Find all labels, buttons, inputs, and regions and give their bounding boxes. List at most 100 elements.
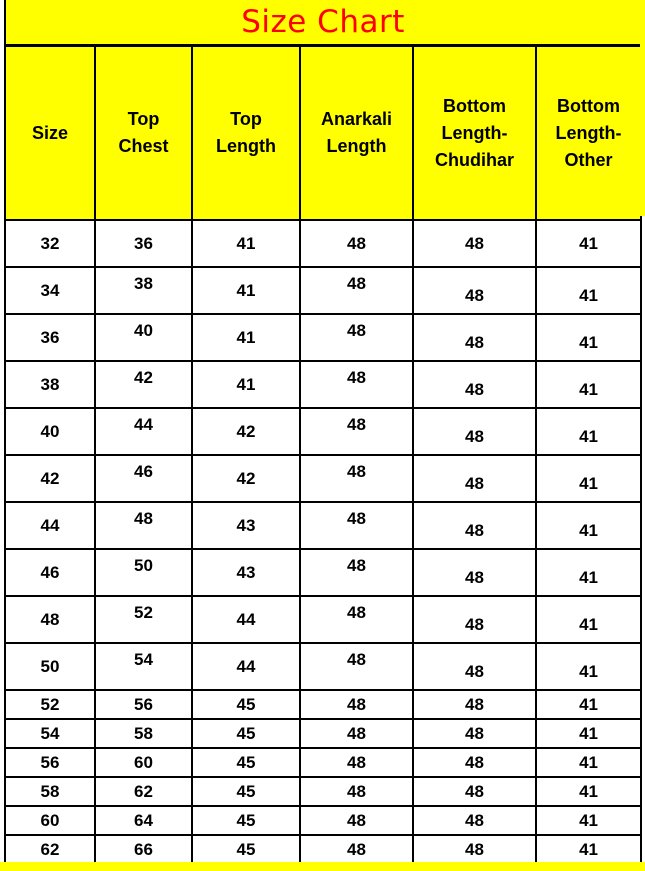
table-cell: 48: [412, 313, 537, 362]
table-row: 52 56 45 48 48 41: [4, 689, 643, 720]
table-cell: 48: [412, 219, 537, 268]
table-cell: 41: [534, 776, 643, 807]
table-cell: 48: [412, 689, 537, 720]
title-row: Size Chart: [3, 0, 643, 47]
column-header-5: Bottom Length-Other: [534, 44, 643, 221]
table-cell: 36: [94, 219, 193, 268]
table-cell: 45: [191, 805, 301, 836]
table-cell: 60: [4, 805, 96, 836]
right-edge-yellow-strip: [640, 0, 645, 216]
table-cell: 48: [299, 747, 414, 778]
table-cell: 48: [299, 501, 414, 550]
table-cell: 48: [412, 360, 537, 409]
table-cell: 41: [191, 219, 301, 268]
table-cell: 48: [299, 313, 414, 362]
table-row: 32 36 41 48 48 41: [4, 219, 643, 268]
table-cell: 45: [191, 776, 301, 807]
size-chart-title: Size Chart: [3, 0, 643, 47]
bottom-edge-yellow-strip: [0, 862, 645, 871]
table-cell: 62: [4, 834, 96, 865]
table-cell: 66: [94, 834, 193, 865]
table-cell: 38: [94, 266, 193, 315]
table-cell: 62: [94, 776, 193, 807]
table-cell: 42: [191, 454, 301, 503]
table-cell: 41: [534, 219, 643, 268]
table-cell: 48: [412, 454, 537, 503]
table-cell: 41: [534, 642, 643, 691]
table-cell: 48: [299, 718, 414, 749]
column-header-2: Top Length: [191, 44, 301, 221]
table-row: 46 50 43 48 48 41: [4, 548, 643, 597]
header-row: Size Top Chest Top Length Anarkali Length Bo…: [4, 44, 643, 221]
table-cell: 48: [299, 360, 414, 409]
table-cell: 48: [412, 718, 537, 749]
table-cell: 34: [4, 266, 96, 315]
table-cell: 52: [94, 595, 193, 644]
table-cell: 48: [412, 407, 537, 456]
table-cell: 48: [299, 689, 414, 720]
table-row: 58 62 45 48 48 41: [4, 776, 643, 807]
table-cell: 48: [299, 407, 414, 456]
table-cell: 44: [4, 501, 96, 550]
table-row: 50 54 44 48 48 41: [4, 642, 643, 691]
table-row: 34 38 41 48 48 41: [4, 266, 643, 315]
column-header-4: Bottom Length-Chudihar: [412, 44, 537, 221]
table-cell: 41: [534, 747, 643, 778]
table-cell: 48: [412, 266, 537, 315]
column-header-1: Top Chest: [94, 44, 193, 221]
table-cell: 48: [412, 776, 537, 807]
table-cell: 48: [94, 501, 193, 550]
table-cell: 56: [4, 747, 96, 778]
table-cell: 48: [299, 642, 414, 691]
table-cell: 48: [412, 805, 537, 836]
table-cell: 56: [94, 689, 193, 720]
table-cell: 41: [534, 834, 643, 865]
table-cell: 42: [191, 407, 301, 456]
table-cell: 48: [412, 747, 537, 778]
table-cell: 58: [4, 776, 96, 807]
table-cell: 48: [299, 595, 414, 644]
column-header-0: Size: [4, 44, 96, 221]
table-cell: 48: [299, 548, 414, 597]
table-row: 36 40 41 48 48 41: [4, 313, 643, 362]
table-cell: 48: [299, 219, 414, 268]
table-cell: 52: [4, 689, 96, 720]
table-cell: 41: [534, 360, 643, 409]
table-cell: 41: [534, 548, 643, 597]
table-cell: 40: [94, 313, 193, 362]
table-cell: 40: [4, 407, 96, 456]
table-cell: 48: [412, 834, 537, 865]
table-cell: 48: [412, 595, 537, 644]
table-row: 60 64 45 48 48 41: [4, 805, 643, 836]
size-table-body: 32 36 41 48 48 41 34 38 41 48 48 41 36 40 41 48 48 41 38 42…: [4, 219, 643, 865]
table-cell: 50: [94, 548, 193, 597]
table-row: 40 44 42 48 48 41: [4, 407, 643, 456]
table-cell: 42: [94, 360, 193, 409]
table-cell: 41: [534, 266, 643, 315]
table-row: 44 48 43 48 48 41: [4, 501, 643, 550]
table-cell: 41: [534, 805, 643, 836]
table-cell: 44: [94, 407, 193, 456]
table-cell: 48: [299, 454, 414, 503]
table-cell: 42: [4, 454, 96, 503]
table-cell: 32: [4, 219, 96, 268]
table-cell: 45: [191, 747, 301, 778]
table-row: 48 52 44 48 48 41: [4, 595, 643, 644]
table-cell: 46: [94, 454, 193, 503]
table-row: 38 42 41 48 48 41: [4, 360, 643, 409]
table-cell: 48: [4, 595, 96, 644]
table-cell: 50: [4, 642, 96, 691]
table-row: 42 46 42 48 48 41: [4, 454, 643, 503]
table-cell: 41: [534, 313, 643, 362]
table-cell: 48: [412, 642, 537, 691]
table-cell: 41: [534, 501, 643, 550]
table-cell: 45: [191, 834, 301, 865]
table-cell: 41: [534, 407, 643, 456]
table-cell: 41: [191, 360, 301, 409]
table-cell: 41: [534, 595, 643, 644]
table-row: 62 66 45 48 48 41: [4, 834, 643, 865]
table-cell: 45: [191, 718, 301, 749]
table-cell: 43: [191, 501, 301, 550]
table-cell: 48: [299, 834, 414, 865]
